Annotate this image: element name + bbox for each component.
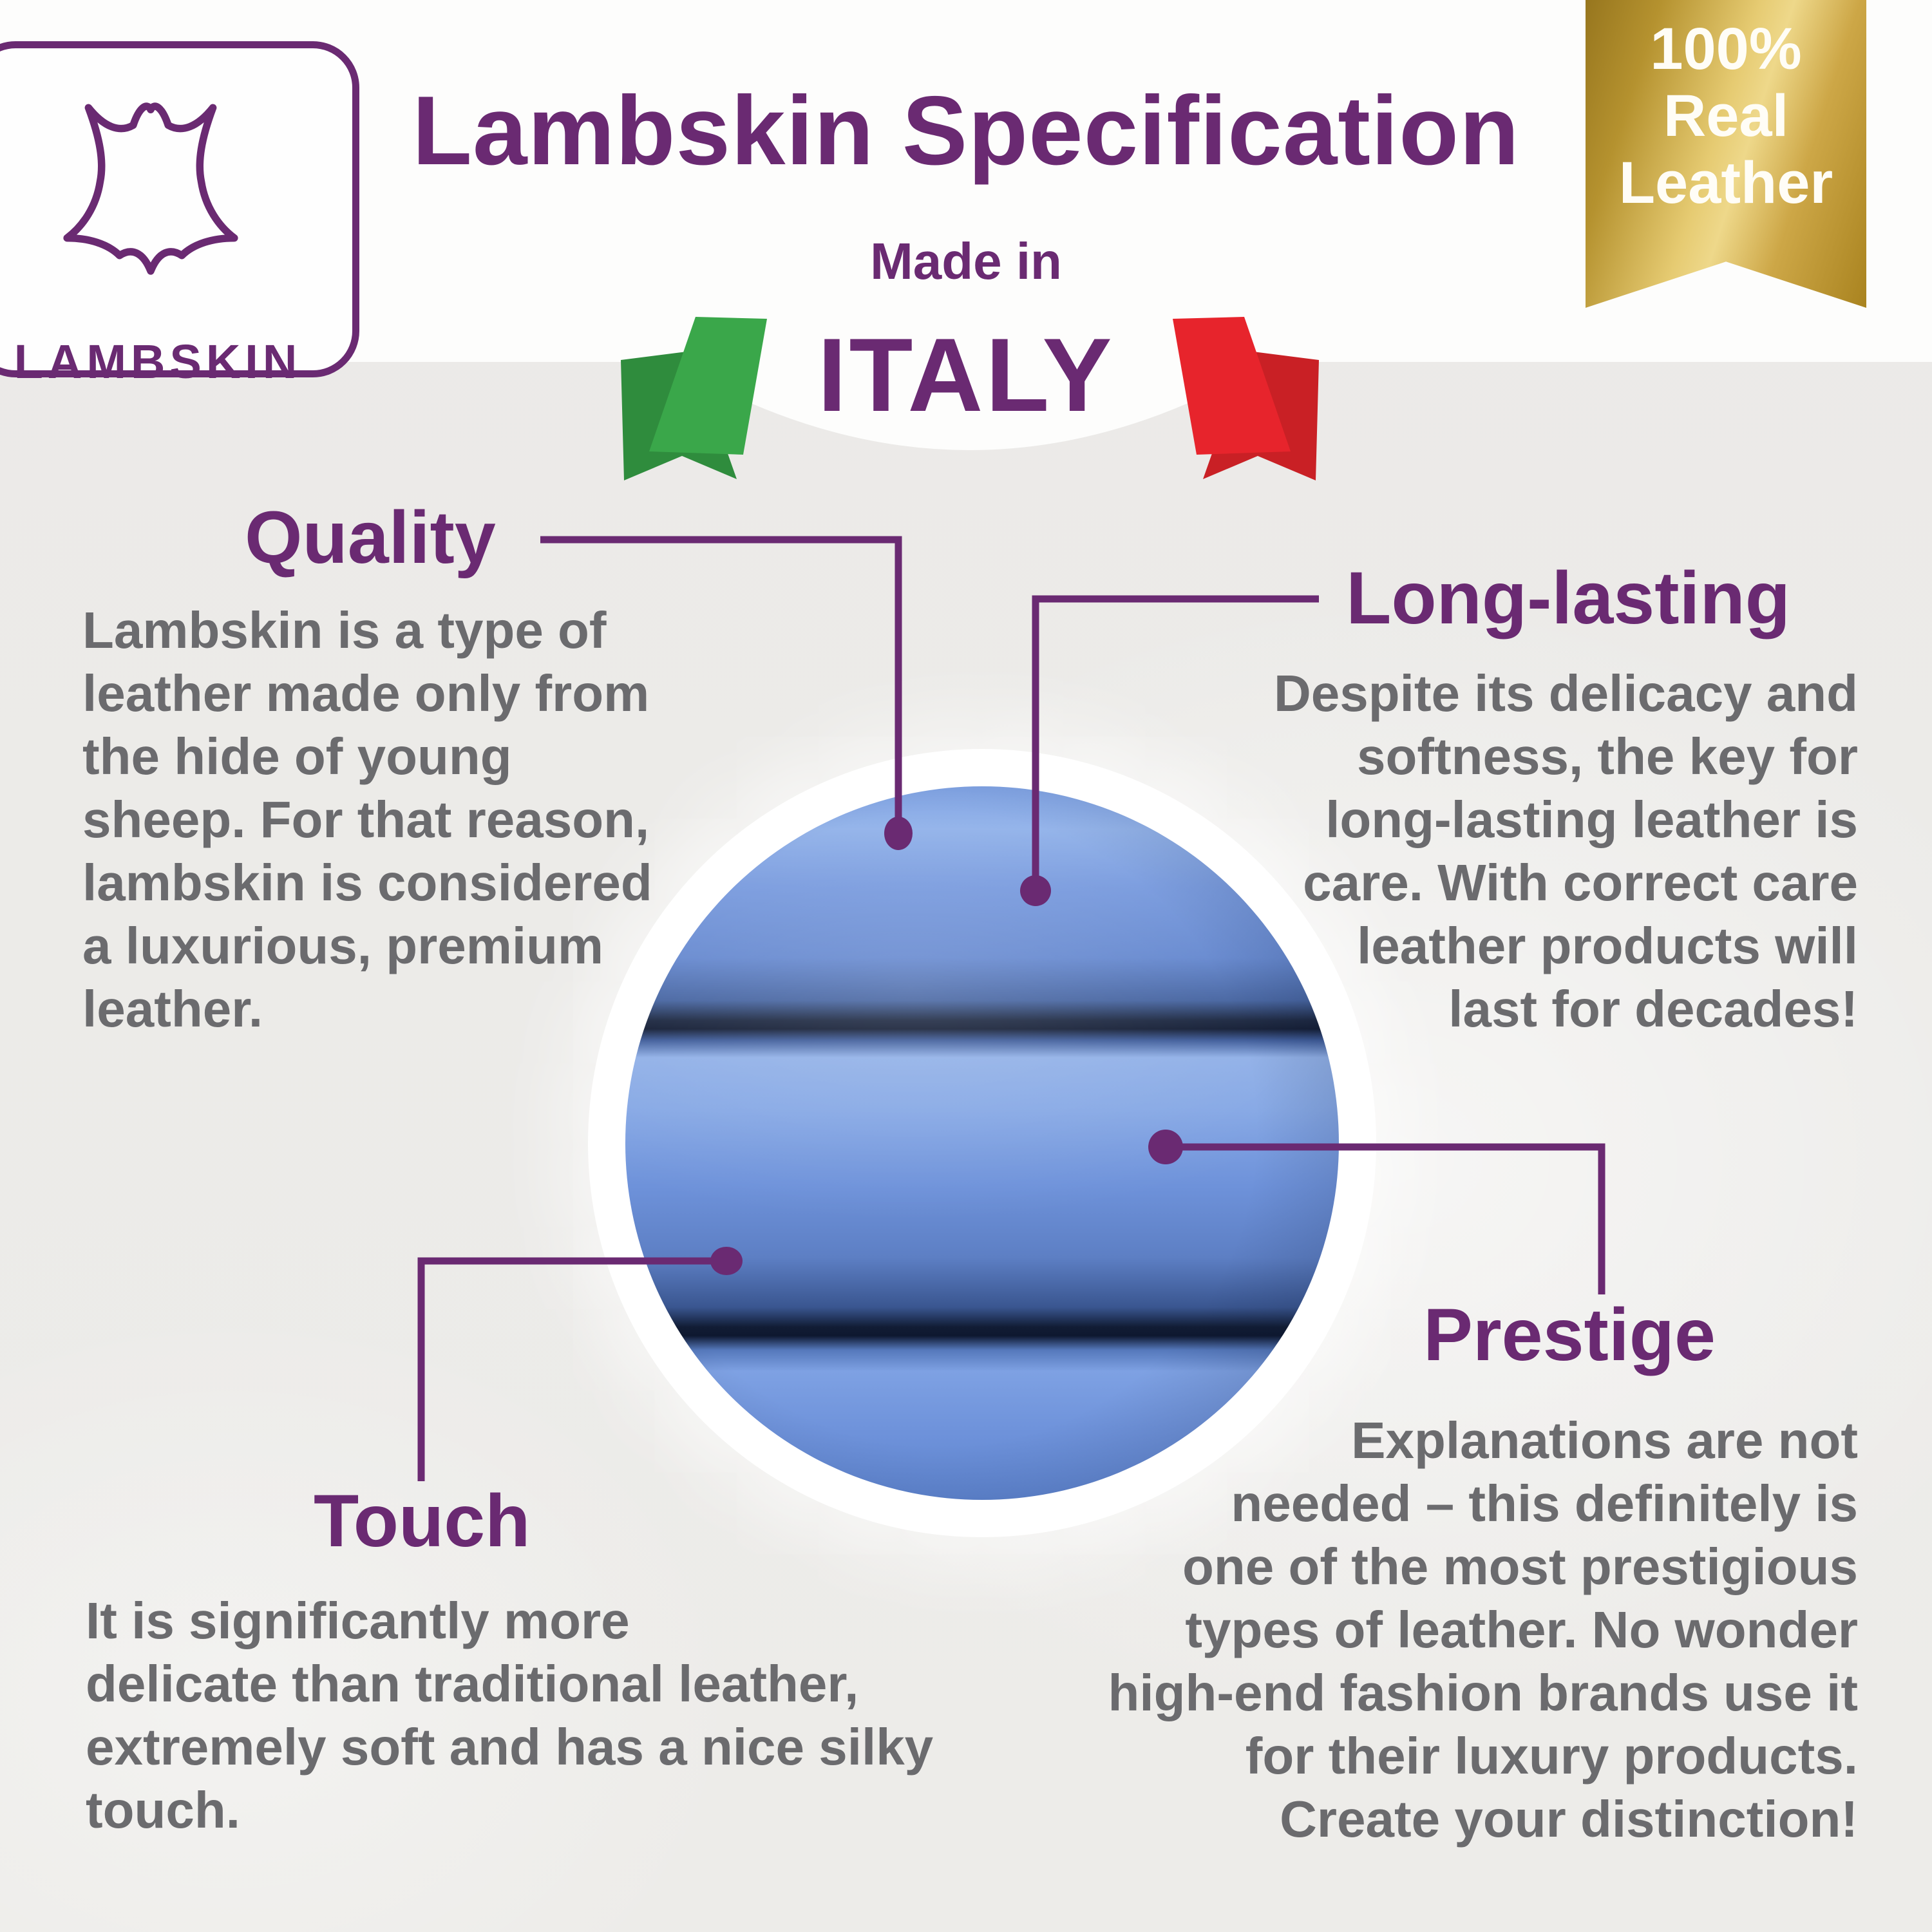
badge-line-1: 100% [1650, 16, 1802, 82]
badge-line-3: Leather [1618, 150, 1833, 216]
country-label: ITALY [817, 317, 1115, 433]
section-body-prestige: Explanations are not needed – this defin… [1108, 1412, 1859, 1848]
page-title: Lambskin Specification [412, 76, 1520, 185]
badge-text: 100% Real Leather [1586, 15, 1866, 216]
leather-photo [625, 786, 1339, 1500]
italy-ribbon-left-icon [621, 317, 767, 480]
section-heading-prestige: Prestige [1423, 1294, 1716, 1376]
leather-hide-icon [63, 102, 238, 275]
made-in-label: Made in [870, 232, 1062, 290]
section-body-touch: It is significantly more delicate than t… [86, 1592, 934, 1839]
section-body-quality: Lambskin is a type of leather made only … [82, 601, 652, 1037]
logo-label: LAMBSKIN [14, 335, 302, 388]
section-body-long-lasting: Despite its delicacy and softness, the k… [1273, 665, 1858, 1037]
section-heading-long-lasting: Long-lasting [1346, 557, 1790, 639]
real-leather-badge: 100% Real Leather [1586, 0, 1866, 308]
badge-line-2: Real [1663, 83, 1789, 149]
lambskin-logo-box: LAMBSKIN [0, 41, 359, 388]
section-heading-touch: Touch [314, 1480, 531, 1562]
section-heading-quality: Quality [245, 497, 496, 579]
italy-flag-ribbons [621, 317, 1319, 480]
italy-ribbon-right-icon [1173, 317, 1319, 480]
